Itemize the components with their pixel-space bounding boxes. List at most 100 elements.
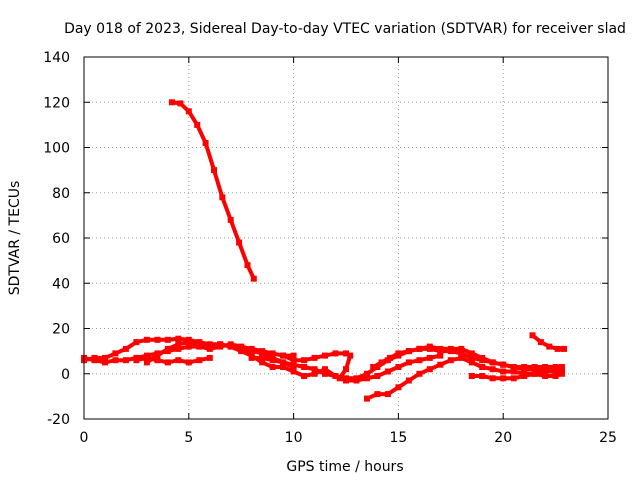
data-point bbox=[169, 99, 175, 106]
data-point bbox=[211, 167, 217, 174]
data-point bbox=[248, 354, 255, 361]
data-point bbox=[384, 368, 391, 375]
data-point bbox=[479, 364, 486, 370]
data-point bbox=[227, 343, 234, 350]
data-point bbox=[426, 354, 433, 361]
data-point bbox=[542, 373, 549, 379]
data-point bbox=[143, 354, 150, 361]
data-point bbox=[531, 366, 538, 373]
data-point bbox=[311, 370, 318, 377]
y-tick-labels: -20 0 20 40 60 80 100 120 140 bbox=[43, 50, 70, 428]
data-point bbox=[531, 370, 538, 377]
data-point bbox=[426, 345, 433, 352]
data-point bbox=[364, 370, 370, 377]
data-point bbox=[112, 350, 119, 357]
data-point bbox=[194, 121, 201, 128]
data-point bbox=[542, 366, 549, 373]
data-point bbox=[175, 345, 182, 352]
data-point bbox=[196, 341, 203, 348]
data-point bbox=[500, 375, 507, 382]
data-point bbox=[206, 343, 213, 350]
data-point bbox=[529, 332, 536, 339]
data-point bbox=[500, 368, 507, 375]
series-track-10 bbox=[469, 371, 564, 381]
data-point bbox=[175, 335, 182, 342]
data-point bbox=[468, 359, 475, 366]
data-point bbox=[250, 275, 257, 282]
data-point bbox=[269, 364, 276, 370]
data-point bbox=[468, 373, 475, 379]
data-point bbox=[374, 364, 381, 370]
data-point bbox=[154, 336, 161, 343]
data-point bbox=[437, 352, 444, 359]
data-point bbox=[154, 357, 161, 364]
data-point bbox=[510, 368, 517, 375]
data-point bbox=[437, 348, 444, 355]
data-point bbox=[102, 359, 108, 366]
data-point bbox=[112, 357, 119, 364]
data-point bbox=[236, 239, 243, 246]
data-point bbox=[374, 391, 381, 398]
data-point bbox=[91, 357, 98, 364]
data-point bbox=[405, 348, 412, 355]
x-tick-label: 20 bbox=[494, 430, 512, 446]
y-tick-label: 120 bbox=[43, 95, 70, 111]
data-point bbox=[537, 339, 544, 346]
data-point bbox=[202, 140, 209, 146]
x-tick-labels: 0 5 10 15 20 25 bbox=[80, 430, 617, 446]
data-point bbox=[343, 366, 349, 373]
data-point bbox=[244, 262, 251, 269]
data-point bbox=[196, 357, 203, 364]
grid bbox=[84, 57, 608, 419]
data-point bbox=[458, 354, 465, 361]
ticks bbox=[83, 56, 609, 420]
series-track-7 bbox=[281, 351, 353, 381]
data-point bbox=[552, 366, 559, 373]
data-point bbox=[154, 352, 161, 359]
data-point bbox=[489, 359, 496, 366]
x-tick-label: 0 bbox=[80, 430, 89, 446]
y-tick-label: 20 bbox=[52, 322, 70, 338]
data-point bbox=[290, 352, 297, 359]
data-point bbox=[122, 345, 129, 352]
data-point bbox=[185, 108, 192, 115]
data-point bbox=[185, 339, 192, 346]
data-point bbox=[437, 361, 444, 368]
data-point bbox=[447, 348, 454, 355]
data-point bbox=[558, 366, 565, 373]
data-point bbox=[185, 343, 192, 350]
data-point bbox=[364, 395, 370, 402]
data-point bbox=[259, 354, 266, 361]
x-axis-label: GPS time / hours bbox=[286, 459, 403, 475]
data-point bbox=[311, 366, 318, 373]
data-point bbox=[311, 354, 318, 361]
data-point bbox=[322, 366, 328, 373]
y-tick-label: 80 bbox=[52, 186, 70, 202]
data-point bbox=[217, 341, 224, 348]
data-point bbox=[280, 364, 287, 370]
data-point bbox=[479, 373, 486, 379]
data-point bbox=[521, 366, 528, 373]
series-layer bbox=[81, 99, 567, 402]
data-point bbox=[395, 364, 402, 370]
data-point bbox=[416, 345, 423, 352]
data-point bbox=[143, 359, 150, 366]
data-point bbox=[259, 359, 266, 366]
data-point bbox=[269, 357, 276, 364]
x-tick-label: 10 bbox=[285, 430, 303, 446]
data-point bbox=[219, 194, 226, 201]
data-point bbox=[185, 359, 192, 366]
data-point bbox=[468, 350, 475, 357]
data-point bbox=[447, 357, 454, 364]
data-point bbox=[175, 341, 182, 348]
data-point bbox=[248, 345, 255, 352]
data-point bbox=[510, 375, 517, 382]
data-point bbox=[395, 384, 402, 391]
data-point bbox=[347, 352, 354, 359]
data-point bbox=[458, 345, 465, 352]
data-point bbox=[301, 364, 308, 370]
data-point bbox=[521, 373, 528, 379]
data-point bbox=[290, 361, 297, 368]
data-point bbox=[416, 370, 423, 377]
